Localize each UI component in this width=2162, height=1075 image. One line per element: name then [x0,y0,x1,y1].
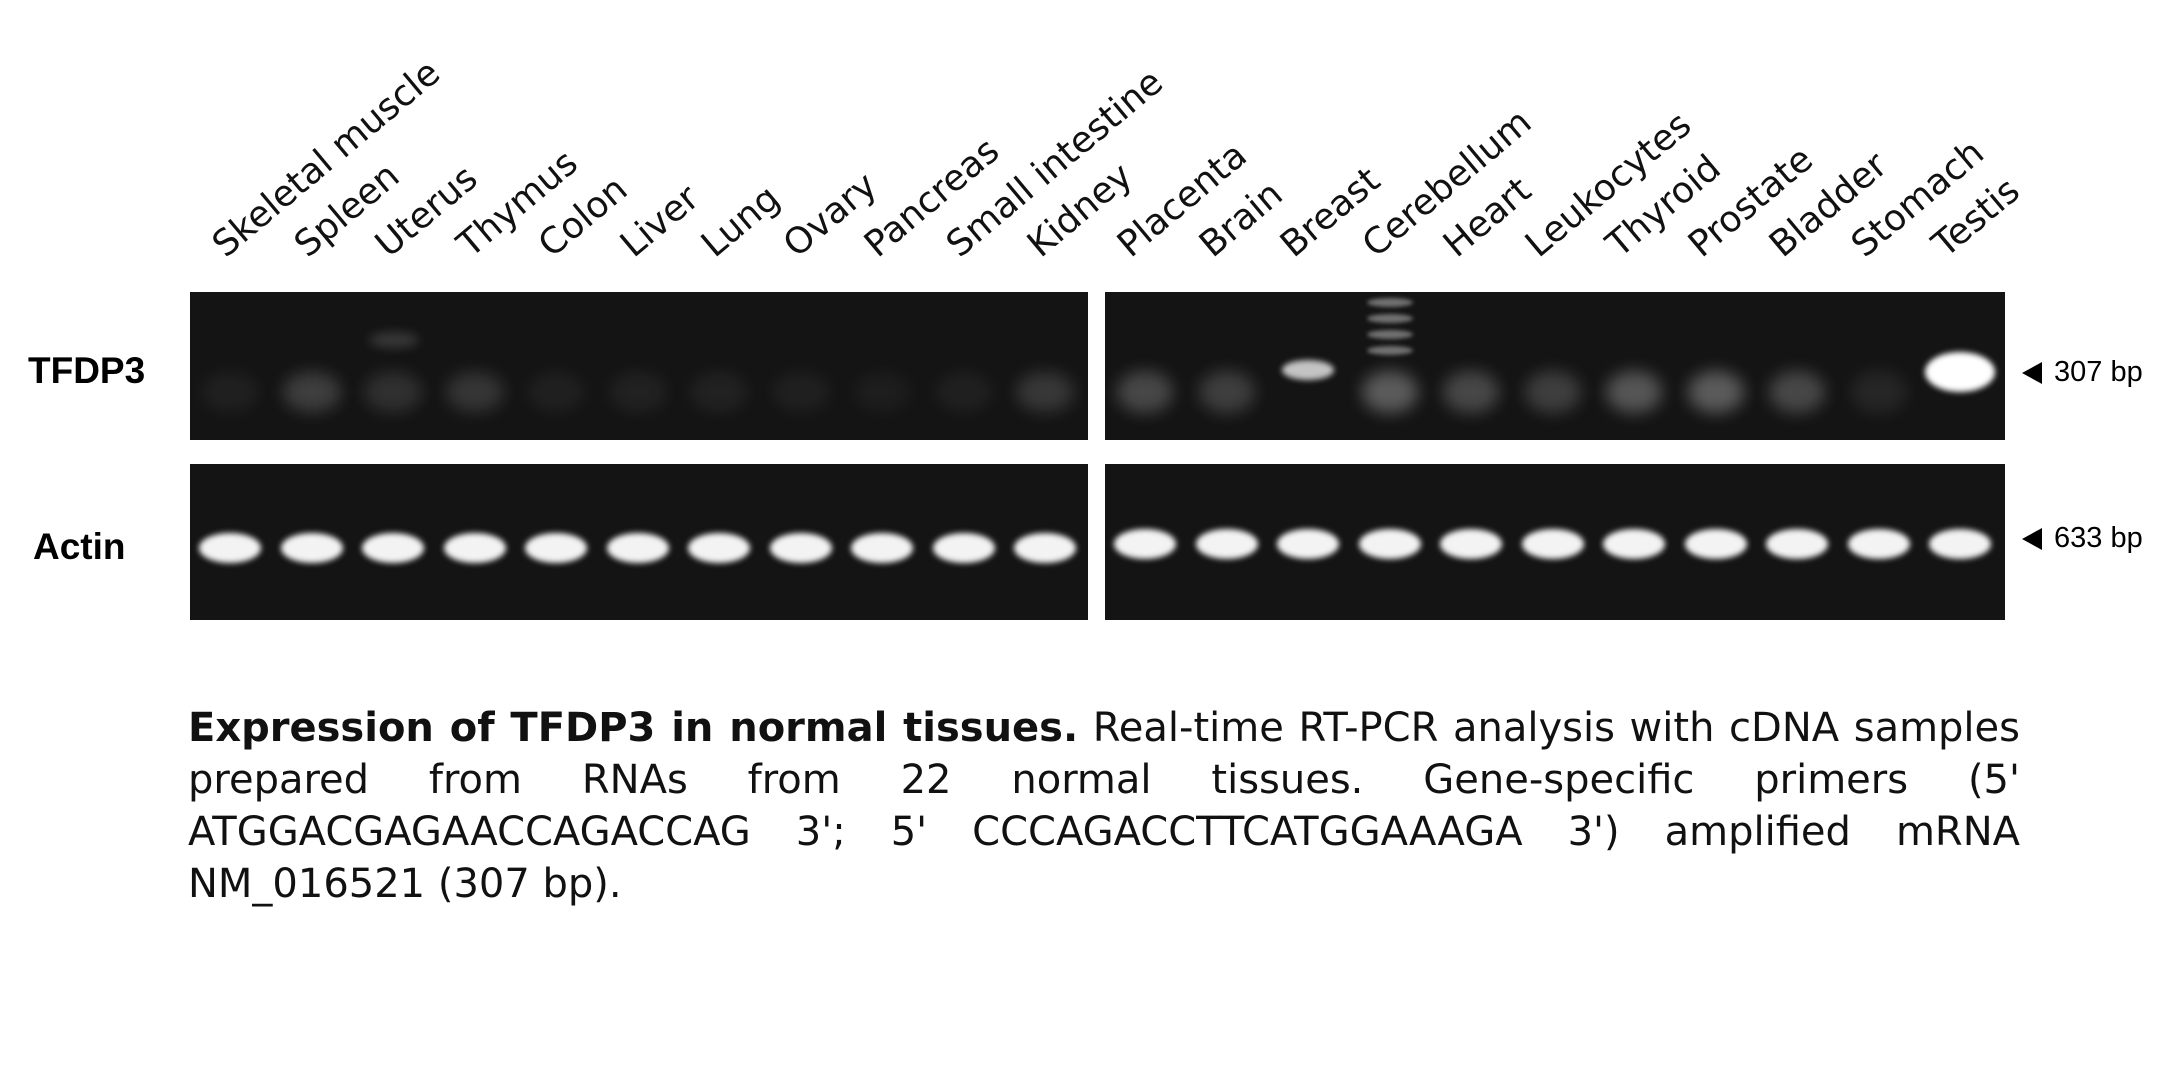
actin-band-right-10 [1929,529,1991,559]
actin-band-left-7 [769,533,832,563]
tfdp3-band-right-5 [1524,371,1581,413]
arrow-left-icon [2022,528,2042,551]
actin-band-left-5 [606,533,669,563]
actin-band-left-3 [443,533,506,563]
tfdp3-band-left-2 [364,372,422,412]
actin-band-left-4 [525,533,587,563]
actin-band-right-3 [1358,529,1421,559]
caption-text: Real-time RT-PCR analysis with cDNA samp… [188,705,2020,907]
cerebellum-ladder-band-2 [1366,329,1413,339]
figure-caption: Expression of TFDP3 in normal tissues. R… [188,702,2020,910]
actin-band-left-6 [688,533,750,563]
tfdp3-band-left-4 [527,372,585,412]
gel-panel-actin-right [1105,464,2005,620]
tfdp3-band-left-5 [608,372,667,412]
tfdp3-band-left-1 [282,372,341,412]
tfdp3-band-testis [1925,352,1995,392]
gel-figure: Skeletal muscle Spleen Uterus Thymus Colon Li… [28,52,2143,620]
tfdp3-band-right-1 [1198,371,1255,413]
actin-band-right-8 [1766,529,1828,559]
actin-band-left-9 [932,533,995,563]
actin-band-right-4 [1440,529,1502,559]
tfdp3-band-left-0 [201,372,259,412]
cerebellum-ladder-band-0 [1366,297,1413,307]
tfdp3-band-right-0 [1117,371,1173,413]
tfdp3-band-left-9 [934,372,993,412]
actin-band-right-0 [1114,529,1176,559]
actin-band-right-7 [1684,529,1747,559]
gel-panel-tfdp3-right [1105,292,2005,440]
actin-band-right-5 [1521,529,1584,559]
tfdp3-band-right-7 [1687,371,1744,413]
actin-band-left-10 [1014,533,1076,563]
tfdp3-band-breast [1282,360,1334,380]
marker-label-307: 307 bp [2054,356,2143,388]
lane-label-left-7: Ovary [775,164,885,266]
actin-band-right-9 [1847,529,1910,559]
arrow-left-icon [2022,362,2042,385]
actin-band-left-0 [199,533,261,563]
tfdp3-band-right-6 [1606,371,1662,413]
cerebellum-ladder-band-1 [1366,313,1413,323]
gel-panel-tfdp3-left [190,292,1088,440]
lane-label-left-6: Lung [693,177,788,266]
tfdp3-band-left-8 [853,372,911,412]
caption-title: Expression of TFDP3 in normal tissues. [188,705,1079,751]
marker-307: 307 bp [2022,356,2143,389]
actin-band-left-1 [280,533,343,563]
gel-panel-actin-left [190,464,1088,620]
tfdp3-band-left-3 [445,372,504,412]
actin-band-left-2 [362,533,424,563]
tfdp3-band-right-9 [1850,371,1907,413]
marker-label-633: 633 bp [2054,522,2143,554]
row-label-actin: Actin [33,526,126,567]
tfdp3-faint-upper-band [369,332,419,348]
tfdp3-band-right-4 [1443,371,1499,413]
cerebellum-ladder-band-3 [1366,345,1413,355]
tfdp3-band-right-8 [1769,371,1825,413]
tfdp3-band-left-10 [1016,372,1074,412]
actin-band-left-8 [851,533,913,563]
tfdp3-band-left-7 [771,372,830,412]
tfdp3-band-left-6 [690,372,748,412]
actin-band-right-6 [1603,529,1665,559]
actin-band-right-2 [1277,529,1339,559]
marker-633: 633 bp [2022,522,2143,555]
row-label-tfdp3: TFDP3 [28,350,146,391]
tfdp3-band-right-3 [1361,371,1418,413]
actin-band-right-1 [1195,529,1258,559]
